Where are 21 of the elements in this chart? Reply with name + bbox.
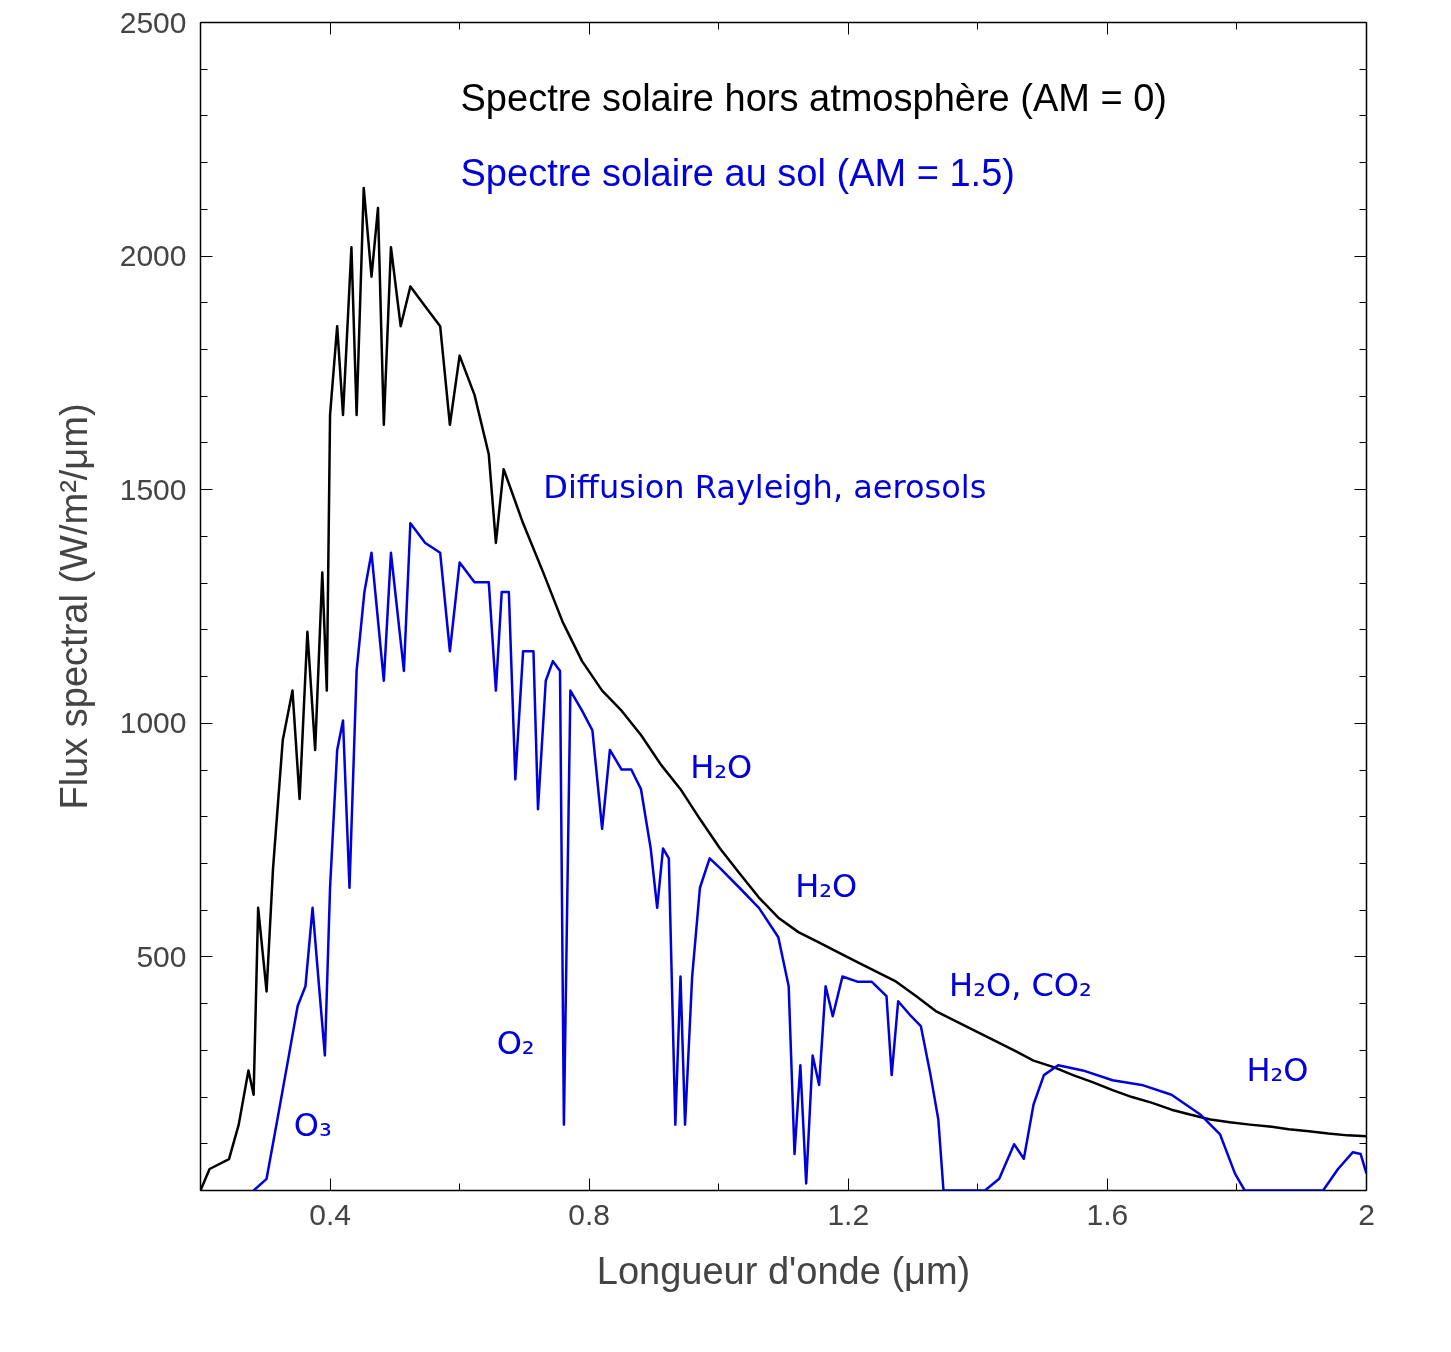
legend-label: Spectre solaire hors atmosphère (AM = 0) [460,77,1167,120]
x-tick-label: 0.8 [568,1197,611,1231]
x-tick-label: 1.6 [1086,1197,1129,1231]
annotation: H₂O [690,747,753,786]
y-tick-label: 2000 [119,239,187,273]
x-tick-label: 0.4 [309,1197,351,1231]
y-tick-label: 1500 [119,472,187,506]
annotation: H₂O [1246,1051,1309,1090]
y-tick-label: 2500 [119,5,187,39]
annotation: H₂O, CO₂ [949,965,1092,1004]
y-tick-label: 500 [136,939,187,973]
annotation: O₂ [496,1024,535,1063]
x-tick-label: 1.2 [827,1197,870,1231]
y-tick-label: 1000 [119,706,187,740]
x-tick-label: 2 [1358,1197,1375,1231]
text: Spectre solaire au sol (AM = 1.5) [460,152,1015,195]
annotation: H₂O [795,866,858,905]
x-axis-title: Longueur d'onde (μm) [596,1249,971,1292]
annotation: Diffusion Rayleigh, aerosols [543,468,987,507]
annotation: O₃ [293,1106,332,1145]
y-axis-title: Flux spectral (W/m²/μm) [52,403,95,810]
